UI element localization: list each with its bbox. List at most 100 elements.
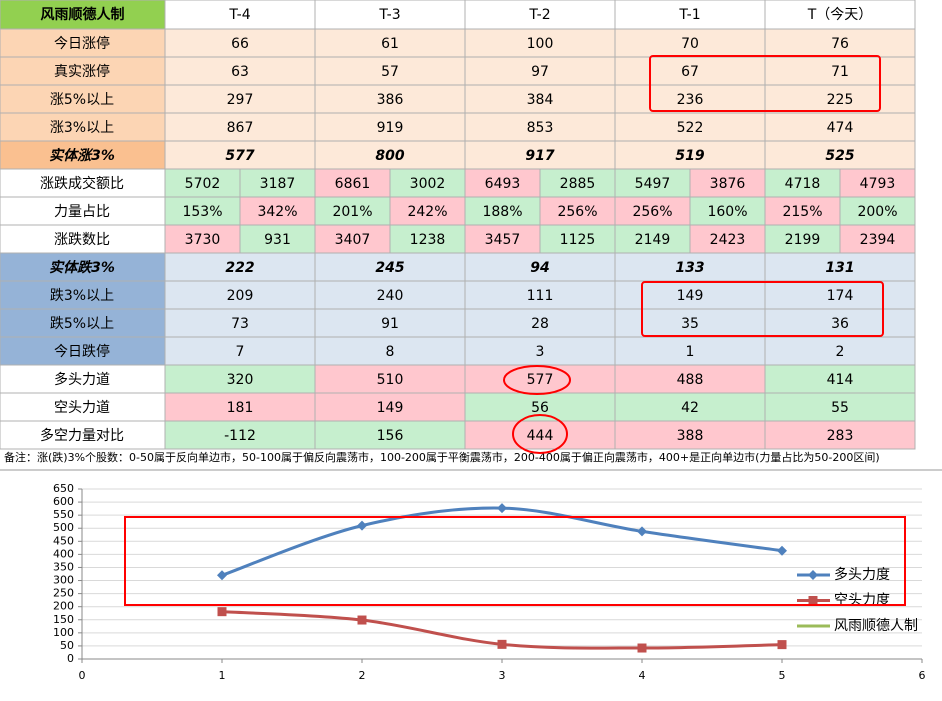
cell-value: 2423 bbox=[710, 232, 746, 248]
cell bbox=[0, 0, 166, 30]
highlight-box bbox=[641, 281, 884, 337]
cell-value: 63 bbox=[231, 64, 249, 80]
cell bbox=[764, 196, 841, 226]
cell bbox=[764, 140, 916, 170]
point-marker bbox=[777, 640, 787, 650]
cell bbox=[464, 112, 616, 142]
point-marker bbox=[497, 503, 507, 514]
cell-value: 56 bbox=[531, 400, 549, 416]
cell-value: 5497 bbox=[635, 176, 671, 192]
chart: 0501001502002503003504004505005506006500… bbox=[53, 482, 926, 682]
column-header: T-1 bbox=[678, 7, 700, 23]
cell-value: 522 bbox=[677, 120, 704, 136]
cell-value: 57 bbox=[381, 64, 399, 80]
cell-value: 153% bbox=[182, 204, 222, 220]
cell-value: 3002 bbox=[410, 176, 446, 192]
column-header: T（今天） bbox=[807, 7, 873, 23]
cell bbox=[614, 56, 766, 86]
cell-value: 222 bbox=[225, 260, 254, 276]
cell-value: 200% bbox=[857, 204, 897, 220]
cell bbox=[839, 168, 916, 198]
cell-value: 342% bbox=[257, 204, 297, 220]
cell bbox=[164, 392, 316, 422]
cell bbox=[689, 168, 766, 198]
cell-value: 414 bbox=[827, 372, 854, 388]
y-tick-label: 250 bbox=[53, 587, 74, 600]
row-label: 今日涨停 bbox=[54, 35, 110, 52]
point-marker bbox=[497, 639, 507, 649]
cell-value: 70 bbox=[681, 36, 699, 52]
cell-value: 867 bbox=[227, 120, 254, 136]
cell-value: 240 bbox=[377, 288, 404, 304]
cell bbox=[164, 224, 241, 254]
cell-value: 2149 bbox=[635, 232, 671, 248]
row-label: 多空力量对比 bbox=[40, 427, 124, 444]
cell bbox=[614, 392, 766, 422]
cell bbox=[314, 336, 466, 366]
column-header: T-3 bbox=[378, 7, 400, 23]
cell bbox=[464, 28, 616, 58]
cell-value: 4793 bbox=[860, 176, 896, 192]
cell bbox=[164, 84, 316, 114]
cell bbox=[314, 0, 466, 30]
legend-label: 多头力度 bbox=[834, 566, 890, 583]
cell bbox=[464, 56, 616, 86]
cell bbox=[314, 28, 466, 58]
cell bbox=[764, 84, 916, 114]
cell bbox=[764, 280, 916, 310]
cell-value: 35 bbox=[681, 316, 699, 332]
cell bbox=[464, 392, 616, 422]
cell-value: 42 bbox=[681, 400, 699, 416]
cell bbox=[314, 196, 391, 226]
x-tick-label: 6 bbox=[919, 669, 926, 682]
cell-value: 3876 bbox=[710, 176, 746, 192]
cell-value: 149 bbox=[677, 288, 704, 304]
cell-value: 1 bbox=[686, 344, 695, 360]
cell-value: 7 bbox=[236, 344, 245, 360]
y-tick-label: 400 bbox=[53, 547, 74, 560]
cell-value: 245 bbox=[375, 260, 404, 276]
legend-marker bbox=[808, 570, 818, 580]
cell-value: 800 bbox=[375, 148, 404, 164]
cell bbox=[839, 196, 916, 226]
cell-value: 73 bbox=[231, 316, 249, 332]
cell bbox=[614, 224, 691, 254]
point-marker bbox=[637, 526, 647, 537]
cell bbox=[764, 224, 841, 254]
cell-value: 97 bbox=[531, 64, 549, 80]
cell-value: 3730 bbox=[185, 232, 221, 248]
cell bbox=[764, 0, 916, 30]
y-tick-label: 450 bbox=[53, 534, 74, 547]
cell-value: 919 bbox=[377, 120, 404, 136]
cell-value: 577 bbox=[527, 372, 554, 388]
cell-value: 519 bbox=[675, 148, 704, 164]
y-tick-label: 300 bbox=[53, 574, 74, 587]
cell-value: 4718 bbox=[785, 176, 821, 192]
cell-value: 201% bbox=[332, 204, 372, 220]
x-tick-label: 0 bbox=[79, 669, 86, 682]
cell-value: 100 bbox=[527, 36, 554, 52]
cell-value: 283 bbox=[827, 428, 854, 444]
table: 风雨顺德人制 T-4 T-3 T-2 T-1 T（今天） 今日涨停 66 61 100 70 76 真实… bbox=[0, 0, 916, 450]
cell-value: 67 bbox=[681, 64, 699, 80]
cell-value: 174 bbox=[827, 288, 854, 304]
cell bbox=[0, 112, 166, 142]
cell bbox=[0, 224, 166, 254]
cell-value: 1238 bbox=[410, 232, 446, 248]
cell bbox=[464, 364, 616, 394]
row-label: 实体涨3% bbox=[49, 147, 115, 164]
cell bbox=[164, 56, 316, 86]
cell bbox=[0, 252, 166, 282]
y-tick-label: 0 bbox=[67, 652, 74, 665]
cell-value: 242% bbox=[407, 204, 447, 220]
cell bbox=[164, 280, 316, 310]
y-tick-label: 150 bbox=[53, 613, 74, 626]
cell bbox=[314, 252, 466, 282]
highlight-circle bbox=[512, 414, 568, 454]
cell-value: 474 bbox=[827, 120, 854, 136]
cell-value: 3457 bbox=[485, 232, 521, 248]
cell-value: 384 bbox=[527, 92, 554, 108]
cell-value: 917 bbox=[525, 148, 554, 164]
highlight-box bbox=[649, 55, 881, 112]
